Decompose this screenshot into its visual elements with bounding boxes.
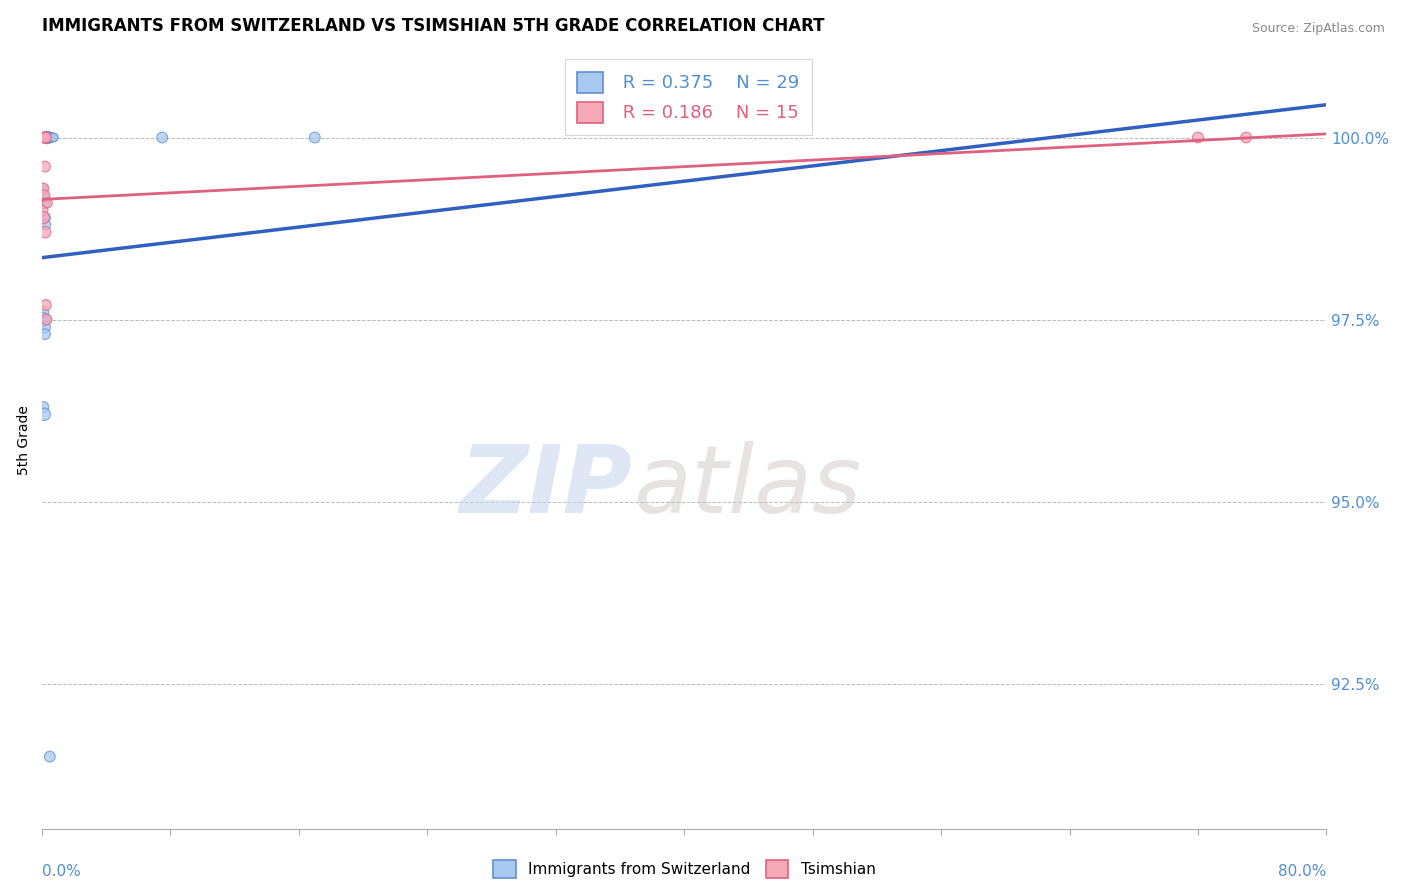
Legend:  R = 0.375    N = 29,  R = 0.186    N = 15: R = 0.375 N = 29, R = 0.186 N = 15 <box>565 59 811 136</box>
Point <box>32 130 55 145</box>
Point <box>150 130 173 145</box>
Point <box>32 130 55 145</box>
Text: 0.0%: 0.0% <box>42 864 80 880</box>
Point <box>32 188 55 202</box>
Text: IMMIGRANTS FROM SWITZERLAND VS TSIMSHIAN 5TH GRADE CORRELATION CHART: IMMIGRANTS FROM SWITZERLAND VS TSIMSHIAN… <box>42 17 824 35</box>
Point <box>35 130 58 145</box>
Point <box>31 203 53 218</box>
Point <box>35 298 58 312</box>
Point <box>32 400 55 414</box>
Point <box>37 130 59 145</box>
Point <box>41 130 63 145</box>
Point <box>34 160 56 174</box>
Point <box>32 181 55 195</box>
Point <box>38 130 60 145</box>
Point <box>38 130 60 145</box>
Point <box>34 225 56 239</box>
Point <box>35 218 58 232</box>
Text: Source: ZipAtlas.com: Source: ZipAtlas.com <box>1251 22 1385 36</box>
Point <box>34 130 56 145</box>
Point <box>1234 130 1257 145</box>
Point <box>32 319 55 334</box>
Point <box>34 211 56 225</box>
Point <box>31 181 53 195</box>
Point <box>32 211 55 225</box>
Point <box>31 305 53 319</box>
Text: 80.0%: 80.0% <box>1278 864 1326 880</box>
Text: ZIP: ZIP <box>460 441 633 533</box>
Point <box>41 130 63 145</box>
Point <box>42 130 65 145</box>
Point <box>34 327 56 342</box>
Text: atlas: atlas <box>633 441 860 532</box>
Point <box>32 188 55 202</box>
Point <box>32 407 55 421</box>
Point <box>32 312 55 326</box>
Point <box>35 312 58 326</box>
Point <box>304 130 326 145</box>
Point <box>42 130 65 145</box>
Point <box>1187 130 1209 145</box>
Point <box>39 130 62 145</box>
Point <box>35 130 58 145</box>
Point <box>32 196 55 211</box>
Point <box>32 130 55 145</box>
Point <box>37 196 59 211</box>
Point <box>31 130 53 145</box>
Point <box>35 130 58 145</box>
Point <box>37 130 59 145</box>
Point <box>32 130 55 145</box>
Point <box>38 749 60 764</box>
Point <box>34 130 56 145</box>
Y-axis label: 5th Grade: 5th Grade <box>17 405 31 475</box>
